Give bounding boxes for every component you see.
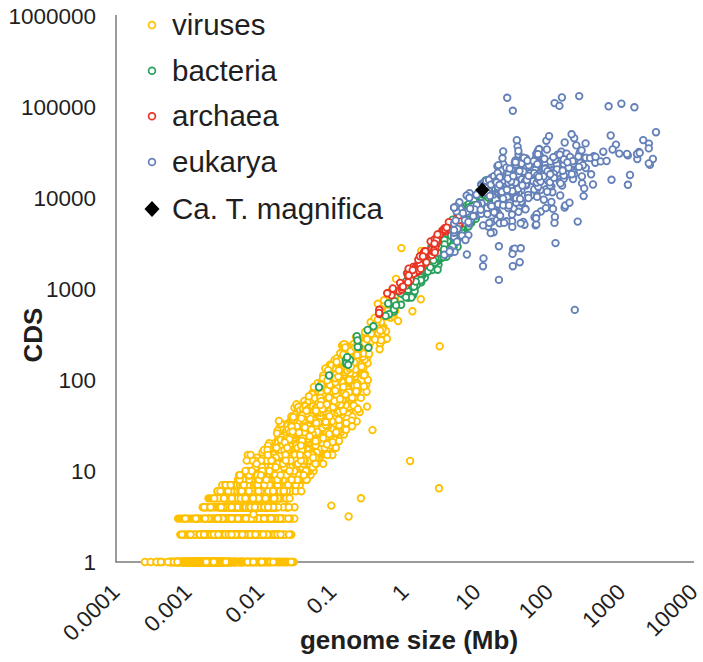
svg-text:CDS: CDS [18,308,48,363]
svg-text:viruses: viruses [172,8,265,41]
svg-text:100: 100 [58,368,96,393]
svg-text:eukarya: eukarya [172,145,278,178]
svg-text:1000000: 1000000 [8,4,96,29]
svg-text:10: 10 [71,459,96,484]
svg-text:Ca. T. magnifica: Ca. T. magnifica [172,192,384,225]
svg-text:100000: 100000 [21,95,96,120]
svg-text:10000: 10000 [33,186,96,211]
svg-text:1000: 1000 [46,277,96,302]
svg-text:genome size (Mb): genome size (Mb) [300,625,518,655]
svg-text:archaea: archaea [172,99,279,132]
svg-text:bacteria: bacteria [172,54,278,87]
svg-text:1: 1 [83,550,96,575]
